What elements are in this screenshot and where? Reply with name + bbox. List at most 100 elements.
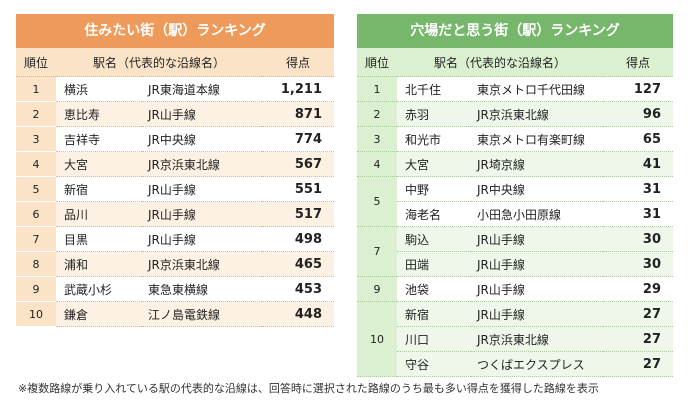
rank-cell: 1	[357, 76, 397, 102]
table-header-row: 順位 駅名（代表的な沿線名） 得点	[16, 48, 335, 77]
station-cell: 海老名	[397, 201, 471, 227]
table-row: 4 大宮 JR埼京線 41	[357, 151, 674, 177]
line-cell: JR山手線	[471, 226, 604, 252]
rank-cell: 3	[16, 126, 56, 152]
line-cell: JR山手線	[142, 176, 263, 202]
rank-cell: 7	[16, 226, 56, 252]
ranking-table: 順位 駅名（代表的な沿線名） 得点 1 横浜 JR東海道本線 1,211 2 恵…	[16, 48, 335, 327]
footnote: ※複数路線が乗り入れている駅の代表的な沿線は、回答時に選択された路線のうち最も多…	[18, 382, 599, 395]
rank-cell: 2	[16, 101, 56, 127]
score-cell: 551	[262, 176, 335, 202]
station-cell: 田端	[397, 251, 471, 277]
panel-title: 住みたい街（駅）ランキング	[16, 14, 334, 48]
score-cell: 871	[262, 101, 335, 127]
table-row: 1 横浜 JR東海道本線 1,211	[16, 76, 335, 102]
table-row: 7 目黒 JR山手線 498	[16, 226, 335, 252]
table-row: 田端 JR山手線 30	[357, 251, 674, 277]
table-row: 2 恵比寿 JR山手線 871	[16, 101, 335, 127]
ranking-table: 順位 駅名（代表的な沿線名） 得点 1 北千住 東京メトロ千代田線 127 2 …	[357, 48, 674, 377]
table-row: 10 鎌倉 江ノ島電鉄線 448	[16, 301, 335, 327]
station-cell: 横浜	[56, 76, 142, 102]
line-cell: 東京メトロ有楽町線	[471, 126, 604, 152]
score-header: 得点	[603, 48, 674, 77]
table-row: 川口 JR京浜東北線 27	[357, 326, 674, 352]
station-cell: 品川	[56, 201, 142, 227]
hidden-gem-ranking-panel: 穴場だと思う街（駅）ランキング 順位 駅名（代表的な沿線名） 得点 1 北千住 …	[357, 14, 674, 377]
station-cell: 鎌倉	[56, 301, 142, 327]
line-cell: JR京浜東北線	[471, 326, 604, 352]
line-cell: JR京浜東北線	[142, 151, 263, 177]
rank-cell: 2	[357, 101, 397, 127]
score-cell: 96	[603, 101, 674, 127]
table-row: 10 新宿 JR山手線 27	[357, 301, 674, 377]
table-row: 3 和光市 東京メトロ有楽町線 65	[357, 126, 674, 152]
score-cell: 1,211	[262, 76, 335, 102]
station-cell: 和光市	[397, 126, 471, 152]
line-cell: JR山手線	[142, 101, 263, 127]
panel-title: 穴場だと思う街（駅）ランキング	[357, 14, 673, 48]
rank-header: 順位	[357, 48, 397, 77]
score-cell: 30	[603, 226, 674, 252]
score-cell: 29	[603, 276, 674, 302]
rank-header: 順位	[16, 48, 56, 77]
table-row: 6 品川 JR山手線 517	[16, 201, 335, 227]
score-cell: 27	[603, 351, 674, 377]
table-row: 5 新宿 JR山手線 551	[16, 176, 335, 202]
line-cell: JR山手線	[471, 301, 604, 327]
table-row: 3 吉祥寺 JR中央線 774	[16, 126, 335, 152]
line-cell: JR中央線	[142, 126, 263, 152]
score-cell: 30	[603, 251, 674, 277]
rank-cell: 4	[357, 151, 397, 177]
station-cell: 目黒	[56, 226, 142, 252]
score-cell: 453	[262, 276, 335, 302]
table-row: 8 浦和 JR京浜東北線 465	[16, 251, 335, 277]
rank-cell: 5	[357, 176, 397, 227]
table-row: 守谷 つくばエクスプレス 27	[357, 351, 674, 377]
table-row: 2 赤羽 JR京浜東北線 96	[357, 101, 674, 127]
score-cell: 127	[603, 76, 674, 102]
station-cell: 恵比寿	[56, 101, 142, 127]
line-cell: JR京浜東北線	[471, 101, 604, 127]
score-cell: 567	[262, 151, 335, 177]
rank-cell: 10	[357, 301, 397, 377]
rank-cell: 10	[16, 301, 56, 327]
station-cell: 大宮	[56, 151, 142, 177]
station-cell: 新宿	[397, 301, 471, 327]
station-cell: 池袋	[397, 276, 471, 302]
score-cell: 41	[603, 151, 674, 177]
station-cell: 駒込	[397, 226, 471, 252]
line-cell: JR山手線	[142, 226, 263, 252]
score-cell: 448	[262, 301, 335, 327]
station-cell: 浦和	[56, 251, 142, 277]
table-row: 1 北千住 東京メトロ千代田線 127	[357, 76, 674, 102]
station-header: 駅名（代表的な沿線名）	[397, 48, 604, 77]
line-cell: JR山手線	[471, 251, 604, 277]
line-cell: JR埼京線	[471, 151, 604, 177]
rank-cell: 9	[16, 276, 56, 302]
station-cell: 吉祥寺	[56, 126, 142, 152]
score-cell: 517	[262, 201, 335, 227]
rank-cell: 9	[357, 276, 397, 302]
score-cell: 31	[603, 201, 674, 227]
rank-cell: 5	[16, 176, 56, 202]
station-cell: 川口	[397, 326, 471, 352]
rank-cell: 4	[16, 151, 56, 177]
line-cell: 江ノ島電鉄線	[142, 301, 263, 327]
table-row: 4 大宮 JR京浜東北線 567	[16, 151, 335, 177]
score-cell: 774	[262, 126, 335, 152]
station-cell: 大宮	[397, 151, 471, 177]
table-row: 海老名 小田急小田原線 31	[357, 201, 674, 227]
station-header: 駅名（代表的な沿線名）	[56, 48, 263, 77]
rank-cell: 3	[357, 126, 397, 152]
rank-cell: 8	[16, 251, 56, 277]
table-row: 5 中野 JR中央線 31	[357, 176, 674, 227]
line-cell: 東急東横線	[142, 276, 263, 302]
livable-ranking-panel: 住みたい街（駅）ランキング 順位 駅名（代表的な沿線名） 得点 1 横浜 JR東…	[16, 14, 335, 327]
score-cell: 31	[603, 176, 674, 202]
rank-cell: 1	[16, 76, 56, 102]
score-cell: 465	[262, 251, 335, 277]
table-row: 9 武蔵小杉 東急東横線 453	[16, 276, 335, 302]
table-row: 9 池袋 JR山手線 29	[357, 276, 674, 302]
station-cell: 新宿	[56, 176, 142, 202]
station-cell: 守谷	[397, 351, 471, 377]
